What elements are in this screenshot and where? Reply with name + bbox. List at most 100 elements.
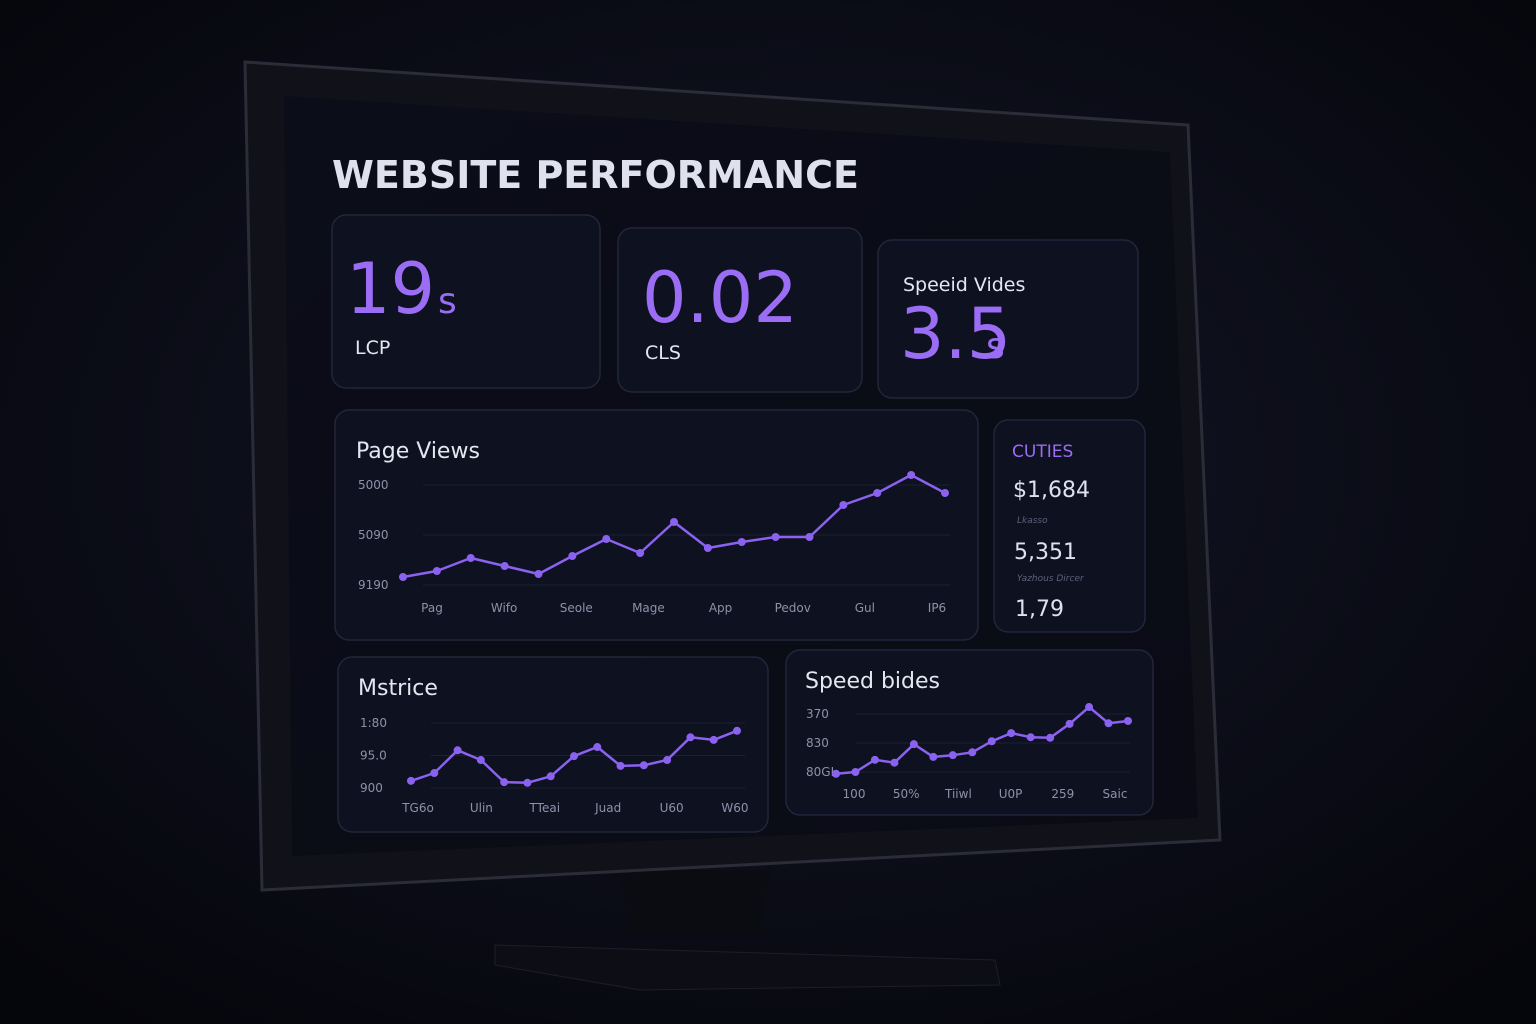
data-point	[941, 489, 949, 497]
data-point	[832, 769, 840, 778]
data-point	[399, 573, 407, 581]
data-point	[1104, 719, 1113, 728]
data-point	[929, 752, 938, 761]
data-point	[771, 533, 780, 541]
data-point	[1026, 733, 1035, 742]
x-tick-label: Mage	[632, 601, 665, 615]
data-point	[546, 772, 555, 781]
data-point	[890, 758, 899, 767]
x-tick-label: App	[709, 601, 732, 615]
data-point	[737, 538, 746, 546]
data-point	[453, 746, 462, 755]
data-point	[639, 761, 648, 770]
summary-value: $1,684	[1013, 478, 1090, 503]
x-tick-label: Gul	[855, 601, 875, 615]
x-tick-label: 50%	[893, 787, 920, 801]
data-point	[686, 733, 695, 742]
summary-label: Lkasso	[1017, 516, 1048, 526]
x-tick-label: Saic	[1103, 787, 1128, 801]
data-point	[709, 735, 718, 744]
dashboard-title: WEBSITE PERFORMANCE	[332, 153, 859, 197]
kpi-card	[331, 214, 601, 389]
data-point	[733, 726, 741, 735]
kpi-label: CLS	[645, 342, 681, 364]
x-tick-label: Juad	[594, 801, 621, 815]
y-tick-label: 830	[806, 736, 829, 750]
data-point	[805, 533, 814, 541]
kpi-value: 19	[346, 248, 435, 330]
chart-title: Speed bides	[805, 669, 940, 694]
data-point	[1085, 703, 1094, 712]
summary-value: 1,79	[1015, 597, 1064, 622]
data-point	[476, 756, 485, 765]
summary-label: Yazhous Dircer	[1017, 574, 1085, 584]
data-point	[570, 752, 578, 761]
data-point	[432, 567, 441, 575]
data-point	[907, 471, 916, 479]
monitor-neck	[620, 870, 770, 935]
x-tick-label: Pedov	[775, 601, 811, 615]
data-point	[703, 544, 712, 552]
data-point	[500, 562, 509, 570]
x-tick-label: Seole	[560, 601, 593, 615]
data-point	[568, 552, 577, 560]
kpi-card	[617, 227, 863, 393]
y-tick-label: 80GI	[806, 765, 834, 779]
data-point	[500, 778, 509, 787]
data-point	[670, 518, 678, 526]
data-point	[1124, 716, 1132, 725]
kpi-label: LCP	[355, 337, 390, 359]
data-point	[466, 554, 475, 562]
data-point	[1065, 719, 1074, 728]
chart-panel	[785, 649, 1154, 816]
x-tick-label: IP6	[928, 601, 946, 615]
data-point	[1046, 733, 1055, 742]
x-tick-label: Pag	[421, 601, 443, 615]
x-tick-label: TTeai	[529, 801, 560, 815]
data-point	[430, 769, 439, 778]
x-tick-label: U0P	[999, 787, 1023, 801]
data-point	[1007, 729, 1016, 738]
x-tick-label: W60	[721, 801, 748, 815]
x-tick-label: TG6o	[401, 801, 434, 815]
kpi-value: 3.5	[900, 293, 1011, 375]
summary-heading: CUTIES	[1012, 442, 1073, 462]
data-point	[593, 743, 602, 752]
data-point	[616, 761, 625, 770]
data-point	[870, 755, 879, 764]
data-point	[523, 778, 532, 787]
x-tick-label: Ulin	[470, 801, 493, 815]
data-point	[873, 489, 882, 497]
monitor-base	[494, 944, 1001, 991]
data-point	[987, 737, 996, 746]
y-tick-label: 370	[806, 707, 829, 721]
chart-title: Mstrice	[358, 676, 438, 701]
x-tick-label: Tiiwl	[944, 787, 972, 801]
y-tick-label: 9190	[358, 578, 389, 592]
y-tick-label: 900	[360, 781, 383, 795]
y-tick-label: 1:80	[360, 716, 387, 730]
series-line	[835, 705, 1129, 775]
data-point	[948, 751, 957, 760]
y-tick-label: 5000	[358, 478, 389, 492]
x-tick-label: 100	[843, 787, 866, 801]
chart-panel	[334, 409, 979, 641]
data-point	[636, 549, 645, 557]
data-point	[851, 768, 860, 776]
data-point	[839, 501, 848, 509]
y-tick-label: 95.0	[360, 749, 387, 763]
kpi-unit: s	[986, 326, 1005, 367]
summary-value: 5,351	[1014, 540, 1077, 565]
kpi-card	[877, 239, 1139, 399]
kpi-unit: s	[438, 281, 457, 322]
chart-title: Page Views	[356, 439, 480, 464]
data-point	[407, 776, 415, 785]
kpi-value: 0.02	[642, 257, 798, 339]
x-tick-label: U60	[660, 801, 684, 815]
data-point	[534, 570, 543, 578]
data-point	[602, 535, 611, 543]
data-point	[968, 748, 977, 757]
x-tick-label: 259	[1051, 787, 1074, 801]
